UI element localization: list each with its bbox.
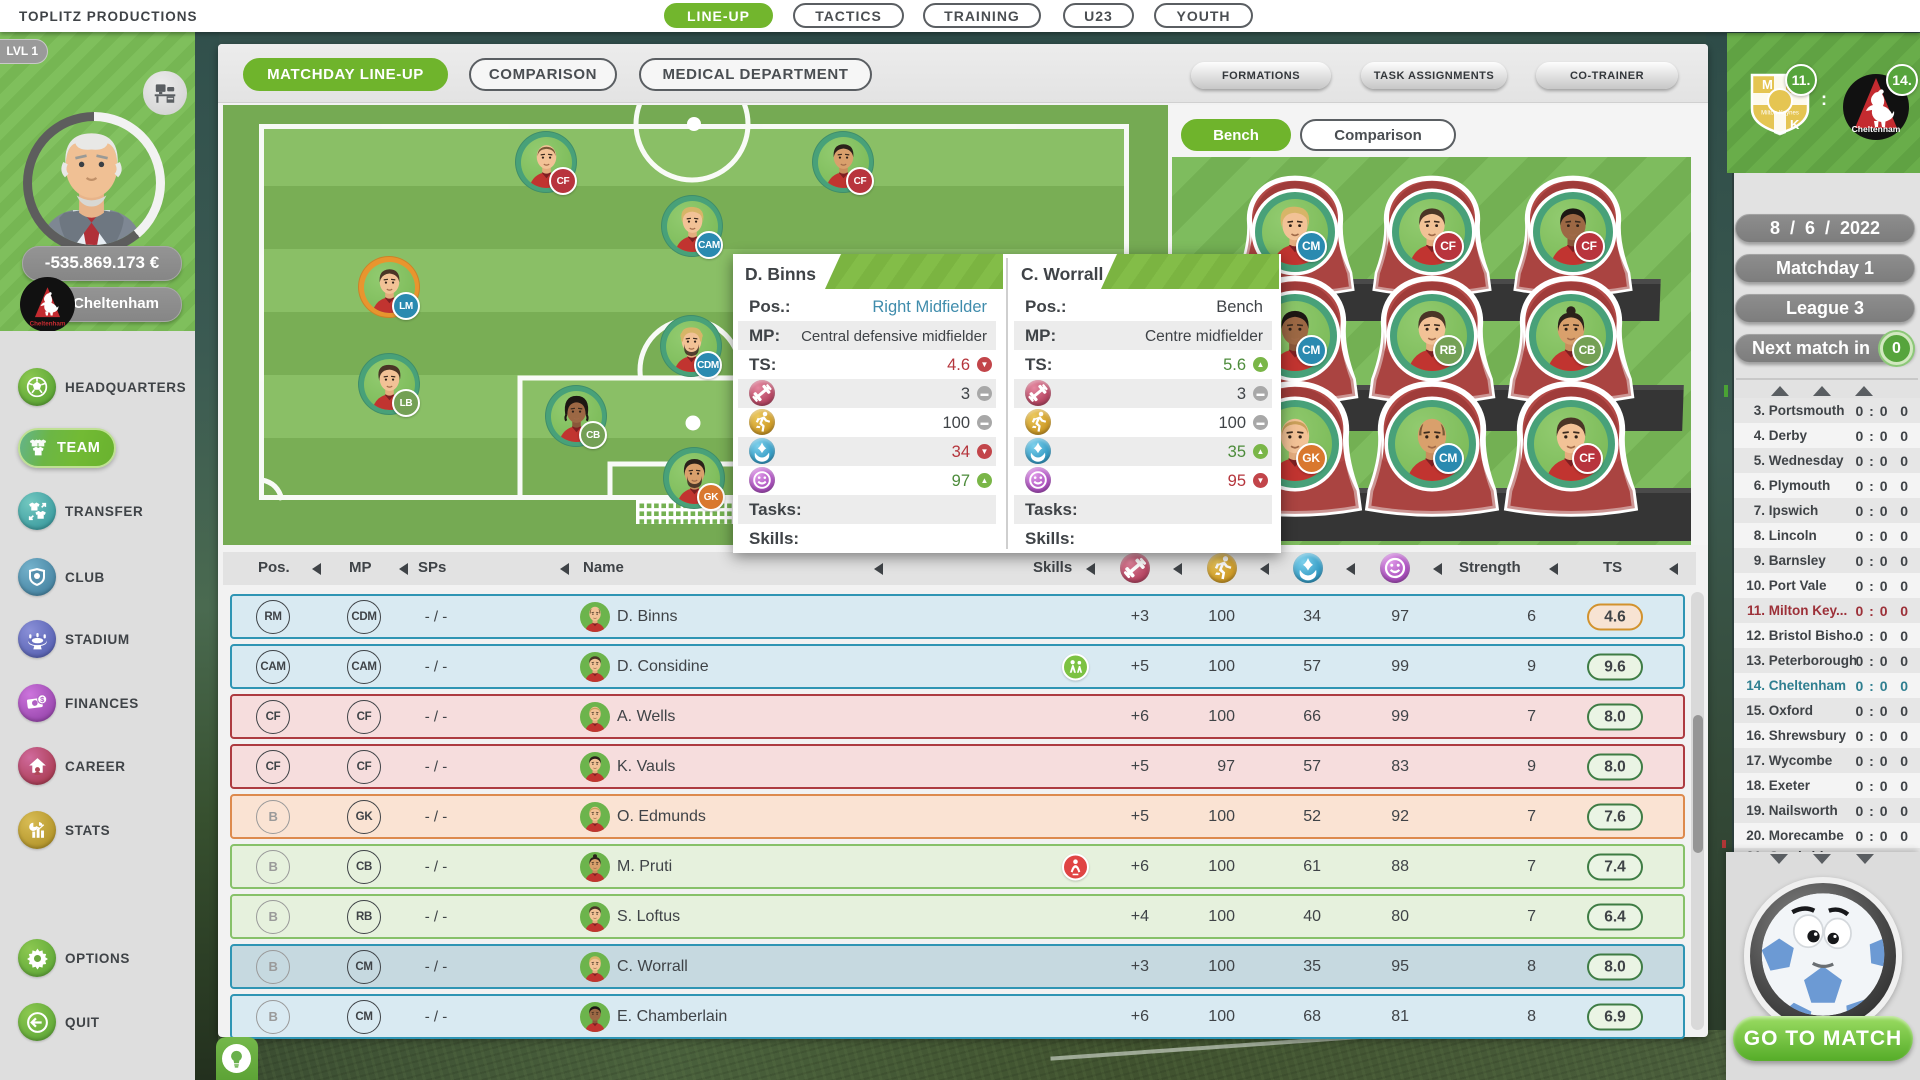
svg-text:Milton Keynes: Milton Keynes [1761, 111, 1799, 117]
svg-text:K: K [1790, 117, 1800, 132]
svg-text:$: $ [40, 695, 45, 704]
svg-text:Cheltenham: Cheltenham [1852, 124, 1901, 134]
svg-text:Cheltenham: Cheltenham [30, 321, 66, 328]
svg-text:M: M [1762, 77, 1773, 92]
